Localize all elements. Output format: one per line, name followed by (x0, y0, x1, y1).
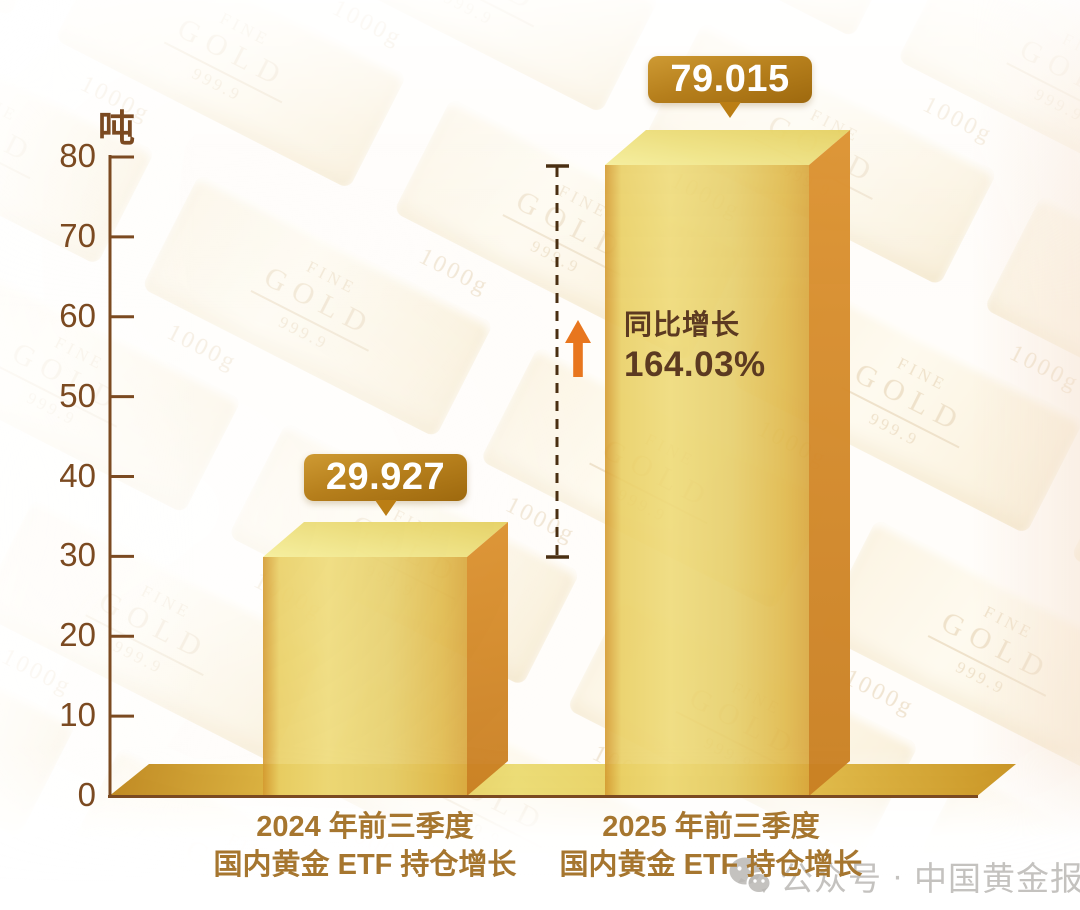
y-tick-label-20: 20 (59, 616, 96, 654)
category-label-2024-line2: 国内黄金 ETF 持仓增长 (213, 849, 517, 881)
growth-arrow-icon (565, 320, 591, 377)
bar-side-face-1 (809, 130, 850, 796)
y-tick-label-30: 30 (59, 536, 96, 574)
y-tick-label-50: 50 (59, 376, 96, 414)
growth-annotation-text: 同比增长 (624, 309, 741, 340)
bar-front-face-0 (263, 557, 467, 796)
y-tick-label-0: 0 (77, 776, 96, 813)
value-label-2024: 29.927 (325, 456, 446, 498)
category-label-2025-line2: 国内黄金 ETF 持仓增长 (559, 849, 863, 881)
growth-annotation-percent: 164.03% (624, 345, 766, 384)
category-label-2025-line1: 2025 年前三季度 (602, 811, 820, 843)
y-tick-label-80: 80 (59, 137, 96, 174)
bar-side-face-0 (467, 522, 508, 796)
y-tick-label-70: 70 (59, 216, 96, 254)
category-label-2024: 2024 年前三季度 国内黄金 ETF 持仓增长 (170, 808, 560, 884)
floor-platform (108, 764, 1016, 797)
y-tick-label-10: 10 (59, 696, 96, 734)
category-label-2025: 2025 年前三季度 国内黄金 ETF 持仓增长 (516, 808, 906, 884)
value-label-2025: 79.015 (670, 58, 790, 100)
y-tick-label-40: 40 (59, 456, 96, 494)
category-label-2024-line1: 2024 年前三季度 (256, 811, 474, 843)
y-axis-unit-label: 吨 (98, 108, 135, 149)
bar-top-face-1 (605, 130, 850, 165)
watermark-name: 中国黄金报 (914, 860, 1080, 897)
bar-top-face-0 (263, 522, 508, 557)
value-callout-2024: 29.927 (304, 454, 467, 516)
bar-front-face-1 (605, 165, 809, 796)
value-callout-2025: 79.015 (648, 56, 812, 118)
growth-annotation: 同比增长 164.03% (624, 306, 766, 386)
y-tick-label-60: 60 (59, 296, 96, 334)
